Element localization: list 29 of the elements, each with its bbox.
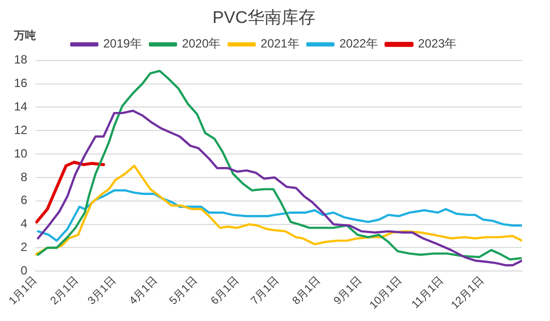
y-tick-label: 8: [20, 170, 28, 184]
y-tick-label: 14: [14, 100, 28, 114]
x-tick-label: 4月1日: [127, 274, 160, 308]
y-axis-title: 万吨: [13, 29, 36, 42]
y-tick-label: 10: [14, 146, 28, 160]
x-tick-label: 5月1日: [167, 274, 200, 308]
legend-label: 2020年: [182, 36, 221, 51]
x-tick-label: 1月1日: [6, 274, 40, 308]
x-tick-label: 7月1日: [248, 274, 282, 308]
legend-label: 2021年: [260, 36, 300, 51]
legend-label: 2022年: [339, 36, 378, 51]
y-tick-label: 16: [14, 76, 28, 90]
x-tick-label: 8月1日: [290, 274, 324, 308]
y-tick-label: 2: [20, 240, 28, 254]
chart-title: PVC华南库存: [212, 8, 316, 27]
legend-label: 2019年: [103, 36, 142, 51]
legend-label: 2023年: [418, 36, 457, 51]
x-tick-label: 9月1日: [332, 274, 364, 308]
x-tick-label: 10月1日: [368, 274, 405, 312]
y-tick-label: 0: [20, 263, 28, 278]
x-tick-label: 6月1日: [208, 274, 242, 308]
y-tick-label: 6: [20, 193, 28, 208]
x-tick-label: 2月1日: [48, 274, 82, 308]
x-tick-label: 12月1日: [449, 274, 486, 312]
y-tick-label: 18: [14, 52, 28, 67]
y-tick-label: 4: [20, 216, 28, 231]
x-tick-label: 11月1日: [410, 274, 446, 312]
x-tick-label: 3月1日: [86, 274, 118, 308]
y-tick-label: 12: [14, 122, 28, 137]
